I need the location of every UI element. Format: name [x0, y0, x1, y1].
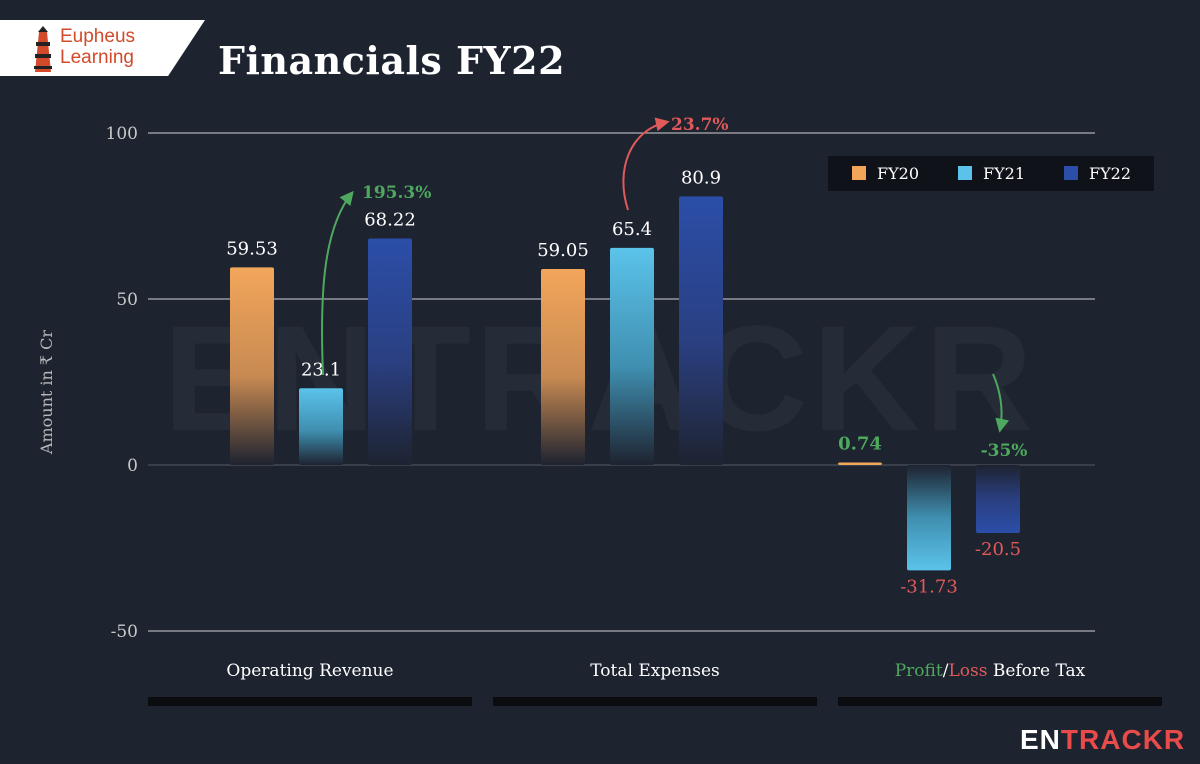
- bar-fy20-1: [541, 268, 585, 465]
- legend-label-fy22: FY22: [1089, 164, 1131, 183]
- category-label-operating-revenue: Operating Revenue: [226, 661, 393, 681]
- y-axis-label: Amount in ₹ Cr: [37, 330, 56, 456]
- data-label: -31.73: [900, 576, 958, 597]
- logo-text: Eupheus Learning: [60, 26, 135, 68]
- lighthouse-icon: [34, 26, 52, 72]
- annotation-operating-revenue: 195.3%: [362, 183, 431, 203]
- annotation-total-expenses: 23.7%: [671, 115, 729, 135]
- data-label: 65.4: [612, 219, 652, 240]
- data-label: 68.22: [364, 210, 416, 231]
- legend-swatch-fy20: [852, 166, 866, 180]
- arrow-total-expenses: [622, 117, 670, 211]
- entrackr-brand: ENTRACKR: [1020, 724, 1185, 756]
- brand-part2: TR: [1060, 724, 1101, 755]
- arrow-profit-loss: [992, 373, 1010, 433]
- bar-fy21-1: [610, 247, 654, 465]
- logo-line2: Learning: [60, 47, 134, 68]
- bar-fy22-1: [679, 196, 723, 466]
- label-slash: /: [943, 661, 949, 681]
- data-label: 59.05: [537, 240, 589, 261]
- logo-line1: Eupheus: [60, 26, 136, 47]
- growth-arrows: [320, 117, 1010, 433]
- label-before-tax: Before Tax: [987, 661, 1085, 681]
- legend-swatch-fy21: [958, 166, 972, 180]
- y-tick-label: 100: [106, 124, 138, 144]
- legend: FY20 FY21 FY22: [828, 156, 1154, 191]
- bar-fy22-0: [368, 238, 412, 465]
- arrow-operating-revenue: [320, 190, 354, 376]
- brand-part1: EN: [1020, 724, 1061, 755]
- bars: [230, 196, 1020, 571]
- category-label-profit-loss: Profit/Loss Before Tax: [895, 661, 1086, 681]
- category-underline-1: [148, 697, 472, 706]
- legend-background: [828, 156, 1154, 191]
- category-underline-3: [838, 697, 1162, 706]
- bar-fy21-0: [299, 388, 343, 465]
- bar-fy21-2: [907, 465, 951, 571]
- category-label-total-expenses: Total Expenses: [590, 661, 719, 681]
- category-underline-2: [493, 697, 817, 706]
- bar-fy22-2: [976, 465, 1020, 534]
- data-label: 59.53: [226, 238, 278, 259]
- legend-swatch-fy22: [1064, 166, 1078, 180]
- brand-part3: CKR: [1121, 724, 1186, 755]
- y-tick-label: 0: [127, 456, 138, 476]
- data-label: -20.5: [975, 539, 1021, 560]
- data-label: 0.74: [838, 434, 882, 455]
- bar-fy20-0: [230, 267, 274, 465]
- label-loss: Loss: [948, 661, 987, 681]
- y-ticks: 100 50 0 -50: [106, 124, 138, 642]
- legend-label-fy21: FY21: [983, 164, 1025, 183]
- watermark: ENTRACKR: [163, 294, 1037, 462]
- y-tick-label: 50: [116, 290, 138, 310]
- brand-a: A: [1100, 724, 1122, 755]
- data-label: 23.1: [301, 359, 341, 380]
- bar-fy20-2: [838, 462, 882, 465]
- annotation-profit-loss: -35%: [981, 441, 1028, 461]
- bar-labels: 59.53 23.1 68.22 59.05 65.4 80.9 0.74 -31.73 -20…: [226, 167, 1021, 597]
- data-label: 80.9: [681, 167, 721, 188]
- y-tick-label: -50: [111, 622, 138, 642]
- label-profit: Profit: [895, 661, 943, 681]
- page-title: Financials FY22: [218, 38, 566, 83]
- legend-label-fy20: FY20: [877, 164, 919, 183]
